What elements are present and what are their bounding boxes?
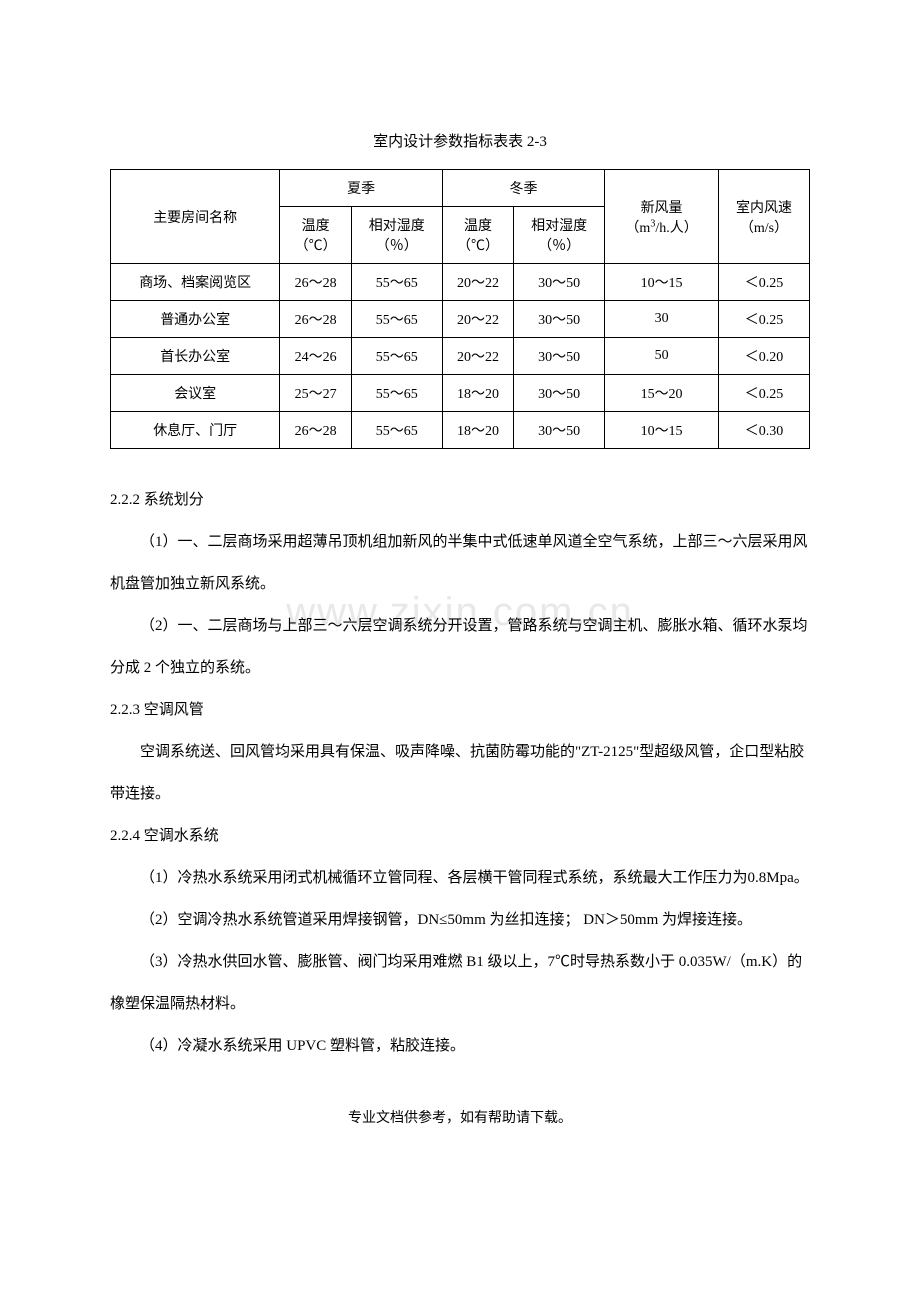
cell-value: 18～20 bbox=[442, 412, 513, 449]
fresh-air-unit: （m3/h.人） bbox=[625, 221, 697, 236]
wind-speed-label: 室内风速 bbox=[736, 201, 792, 216]
cell-value: 15～20 bbox=[605, 375, 719, 412]
col-fresh-air: 新风量 （m3/h.人） bbox=[605, 170, 719, 264]
paragraph: 空调系统送、回风管均采用具有保温、吸声降噪、抗菌防霉功能的"ZT-2125"型超… bbox=[110, 731, 810, 815]
section-heading: 2.2.3 空调风管 bbox=[110, 689, 810, 731]
cell-value: 10～15 bbox=[605, 412, 719, 449]
col-summer-hum: 相对湿度 （％） bbox=[351, 207, 442, 264]
temp-label: 温度 bbox=[464, 219, 492, 234]
table-row: 休息厅、门厅 26～28 55～65 18～20 30～50 10～15 ＜0.… bbox=[111, 412, 810, 449]
paragraph: （2）一、二层商场与上部三～六层空调系统分开设置，管路系统与空调主机、膨胀水箱、… bbox=[110, 605, 810, 689]
cell-value: 30～50 bbox=[514, 412, 605, 449]
temp-unit: （℃） bbox=[457, 239, 499, 254]
cell-value: 55～65 bbox=[351, 412, 442, 449]
col-summer-temp: 温度 （℃） bbox=[280, 207, 351, 264]
paragraph: （4）冷凝水系统采用 UPVC 塑料管，粘胶连接。 bbox=[110, 1025, 810, 1067]
cell-value: 55～65 bbox=[351, 264, 442, 301]
section-heading: 2.2.4 空调水系统 bbox=[110, 815, 810, 857]
cell-room: 商场、档案阅览区 bbox=[111, 264, 280, 301]
col-winter-temp: 温度 （℃） bbox=[442, 207, 513, 264]
col-wind-speed: 室内风速 （m/s） bbox=[718, 170, 809, 264]
cell-value: ＜0.25 bbox=[718, 264, 809, 301]
cell-value: 30～50 bbox=[514, 264, 605, 301]
cell-value: 30～50 bbox=[514, 338, 605, 375]
cell-value: 20～22 bbox=[442, 338, 513, 375]
cell-value: ＜0.30 bbox=[718, 412, 809, 449]
content-body: 2.2.2 系统划分 （1）一、二层商场采用超薄吊顶机组加新风的半集中式低速单风… bbox=[110, 479, 810, 1067]
humidity-unit: （％） bbox=[376, 239, 418, 254]
cell-value: ＜0.25 bbox=[718, 375, 809, 412]
cell-value: ＜0.20 bbox=[718, 338, 809, 375]
cell-room: 会议室 bbox=[111, 375, 280, 412]
table-row: 普通办公室 26～28 55～65 20～22 30～50 30 ＜0.25 bbox=[111, 301, 810, 338]
cell-value: 18～20 bbox=[442, 375, 513, 412]
wind-speed-unit: （m/s） bbox=[740, 221, 788, 236]
cell-room: 首长办公室 bbox=[111, 338, 280, 375]
table-row: 首长办公室 24～26 55～65 20～22 30～50 50 ＜0.20 bbox=[111, 338, 810, 375]
humidity-label: 相对湿度 bbox=[369, 219, 425, 234]
page-footer: 专业文档供参考，如有帮助请下载。 bbox=[110, 1107, 810, 1127]
cell-value: 30～50 bbox=[514, 301, 605, 338]
paragraph: （3）冷热水供回水管、膨胀管、阀门均采用难燃 B1 级以上，7℃时导热系数小于 … bbox=[110, 941, 810, 1025]
cell-value: 24～26 bbox=[280, 338, 351, 375]
cell-value: 26～28 bbox=[280, 301, 351, 338]
col-room: 主要房间名称 bbox=[111, 170, 280, 264]
cell-value: 55～65 bbox=[351, 338, 442, 375]
cell-value: 30 bbox=[605, 301, 719, 338]
fresh-air-label: 新风量 bbox=[641, 201, 683, 216]
section-heading: 2.2.2 系统划分 bbox=[110, 479, 810, 521]
paragraph: （2）空调冷热水系统管道采用焊接钢管，DN≤50mm 为丝扣连接； DN＞50m… bbox=[110, 899, 810, 941]
temp-label: 温度 bbox=[302, 219, 330, 234]
col-winter: 冬季 bbox=[442, 170, 604, 207]
table-row: 会议室 25～27 55～65 18～20 30～50 15～20 ＜0.25 bbox=[111, 375, 810, 412]
cell-value: 26～28 bbox=[280, 264, 351, 301]
cell-value: ＜0.25 bbox=[718, 301, 809, 338]
cell-value: 50 bbox=[605, 338, 719, 375]
cell-value: 20～22 bbox=[442, 264, 513, 301]
cell-value: 10～15 bbox=[605, 264, 719, 301]
paragraph: （1）一、二层商场采用超薄吊顶机组加新风的半集中式低速单风道全空气系统，上部三～… bbox=[110, 521, 810, 605]
cell-value: 55～65 bbox=[351, 301, 442, 338]
humidity-label: 相对湿度 bbox=[531, 219, 587, 234]
table-row: 商场、档案阅览区 26～28 55～65 20～22 30～50 10～15 ＜… bbox=[111, 264, 810, 301]
paragraph: （1）冷热水系统采用闭式机械循环立管同程、各层横干管同程式系统，系统最大工作压力… bbox=[110, 857, 810, 899]
cell-value: 20～22 bbox=[442, 301, 513, 338]
cell-room: 休息厅、门厅 bbox=[111, 412, 280, 449]
table-title: 室内设计参数指标表表 2-3 bbox=[110, 130, 810, 151]
cell-value: 30～50 bbox=[514, 375, 605, 412]
col-summer: 夏季 bbox=[280, 170, 442, 207]
humidity-unit: （％） bbox=[538, 239, 580, 254]
cell-room: 普通办公室 bbox=[111, 301, 280, 338]
temp-unit: （℃） bbox=[295, 239, 337, 254]
col-winter-hum: 相对湿度 （％） bbox=[514, 207, 605, 264]
cell-value: 26～28 bbox=[280, 412, 351, 449]
table-header-row-1: 主要房间名称 夏季 冬季 新风量 （m3/h.人） 室内风速 （m/s） bbox=[111, 170, 810, 207]
cell-value: 25～27 bbox=[280, 375, 351, 412]
parameters-table: 主要房间名称 夏季 冬季 新风量 （m3/h.人） 室内风速 （m/s） 温度 … bbox=[110, 169, 810, 449]
cell-value: 55～65 bbox=[351, 375, 442, 412]
